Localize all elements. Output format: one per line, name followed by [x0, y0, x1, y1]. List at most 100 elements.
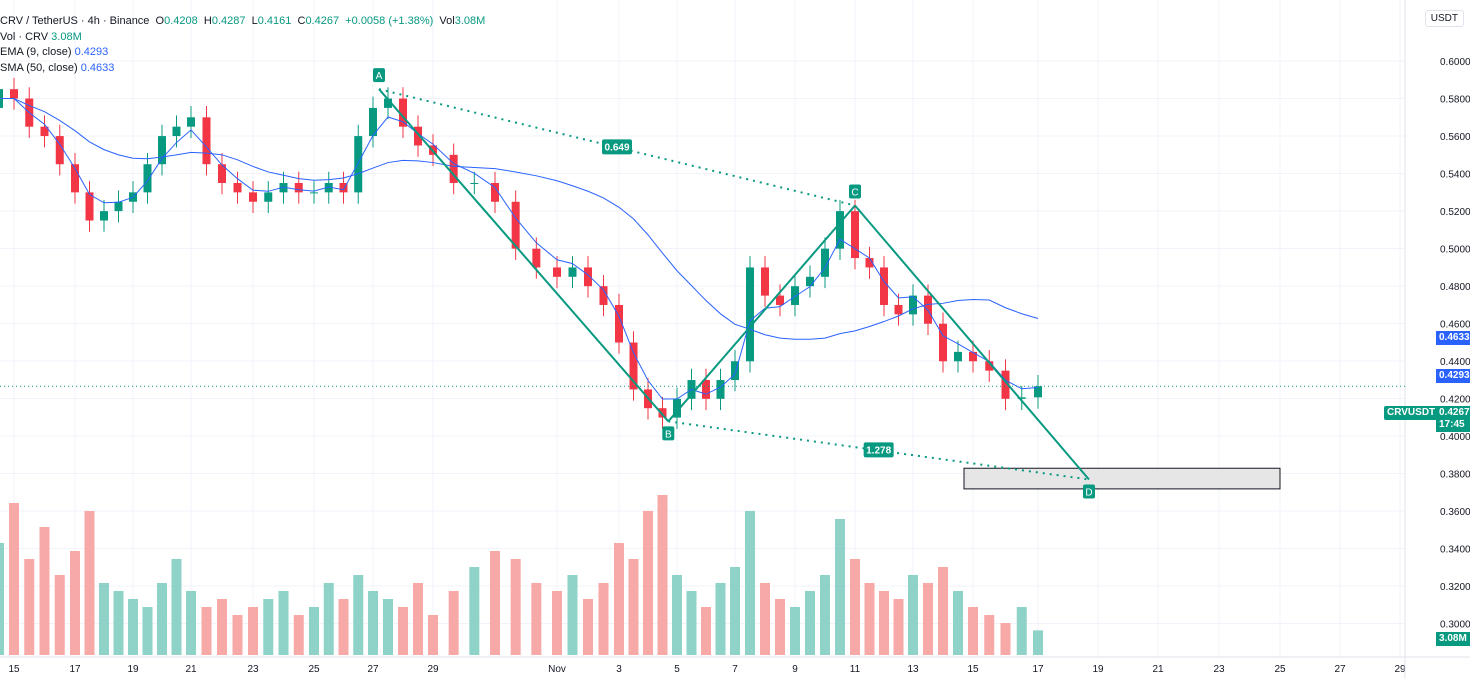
- volume-bar: [968, 607, 978, 655]
- x-tick-label: 15: [8, 664, 20, 675]
- candle-body: [1034, 386, 1042, 398]
- volume-bar: [278, 591, 289, 655]
- volume-bar: [790, 607, 800, 655]
- volume-bar: [923, 583, 933, 655]
- volume-bar: [1016, 607, 1027, 655]
- x-tick-label: 19: [127, 664, 139, 675]
- indicator-volume[interactable]: Vol · CRV 3.08M: [0, 30, 485, 46]
- volume-bar: [84, 511, 95, 655]
- volume-bar: [398, 607, 408, 655]
- candle-body: [553, 267, 561, 277]
- x-tick-label: 27: [367, 664, 379, 675]
- x-tick-label: 19: [1092, 664, 1104, 675]
- symbol-tag: CRVUSDT: [1384, 406, 1439, 420]
- interval: 4h: [87, 15, 100, 27]
- candle-body: [985, 361, 994, 371]
- volume-bar: [383, 599, 393, 655]
- last-price-tag: 0.4267 17:45: [1436, 406, 1470, 432]
- candle-body: [969, 351, 977, 362]
- pattern-point-label: A: [376, 71, 383, 82]
- sma-line: [0, 98, 1039, 340]
- volume-tag: 3.08M: [1436, 632, 1470, 646]
- candle-body: [568, 267, 577, 277]
- candle-body: [491, 182, 499, 202]
- y-tick-label: 0.5400: [1440, 170, 1470, 181]
- candle-body: [158, 136, 166, 165]
- candle-body: [880, 267, 888, 305]
- volume-bar: [820, 575, 830, 655]
- y-tick-label: 0.6000: [1440, 57, 1470, 68]
- volume-bar: [893, 599, 904, 655]
- y-tick-label: 0.5200: [1440, 207, 1470, 218]
- currency-button[interactable]: USDT: [1424, 10, 1464, 27]
- bar-countdown: 17:45: [1439, 419, 1465, 430]
- y-tick-label: 0.4600: [1440, 320, 1470, 331]
- candle-body: [10, 89, 18, 99]
- ratio-label-box: [602, 139, 632, 155]
- candle-body: [414, 126, 422, 146]
- x-tick-label: 11: [850, 664, 861, 675]
- pattern-point-label: B: [665, 429, 672, 440]
- ratio-label-box: [863, 442, 894, 458]
- volume-bar: [745, 511, 755, 655]
- y-tick-label: 0.3000: [1440, 620, 1470, 631]
- indicator-sma[interactable]: SMA (50, close) 0.4633: [0, 61, 485, 77]
- candle-body: [629, 342, 638, 390]
- pattern-point-label: C: [851, 188, 858, 199]
- x-tick-label: 27: [1334, 664, 1346, 675]
- low-value: 0.4161: [257, 15, 292, 27]
- candle-body: [114, 201, 123, 212]
- candle-body: [939, 323, 947, 362]
- volume-bar: [1033, 630, 1043, 655]
- symbol-name[interactable]: CRV / TetherUS: [0, 15, 78, 27]
- target-zone-box: [963, 467, 1281, 490]
- symbol-ohlc-row: CRV / TetherUS · 4h · Binance O0.4208 H0…: [0, 15, 486, 27]
- volume-bar: [201, 607, 212, 655]
- volume-bar: [157, 583, 167, 655]
- ratio-label: 1.278: [866, 445, 891, 456]
- volume-bar: [338, 599, 349, 655]
- x-tick-label: 29: [1394, 664, 1406, 675]
- volume-bar: [701, 607, 711, 655]
- pattern-point-box: [849, 184, 861, 199]
- volume-bar: [510, 559, 521, 655]
- open-value: 0.4208: [164, 15, 198, 27]
- volume-bar: [490, 551, 500, 655]
- candle-body: [702, 380, 710, 399]
- candle-body: [909, 295, 917, 315]
- volume-bar: [614, 543, 624, 655]
- indicator-ema[interactable]: EMA (9, close) 0.4293: [0, 45, 485, 61]
- volume-bar: [323, 583, 334, 655]
- volume-bar: [113, 591, 124, 655]
- last-price: 0.4267: [1439, 407, 1470, 418]
- volume-bar: [469, 567, 480, 655]
- candle-body: [532, 248, 541, 268]
- ratio-line-bd: [668, 420, 1090, 481]
- volume-bar: [864, 583, 875, 655]
- y-tick-label: 0.4800: [1440, 282, 1470, 293]
- candle-body: [399, 98, 407, 127]
- x-tick-label: 3: [616, 664, 622, 675]
- candle-body: [354, 136, 363, 193]
- volume-bar: [248, 607, 258, 655]
- volume-bar: [0, 543, 4, 655]
- volume-bar: [24, 559, 35, 655]
- x-tick-label: 5: [674, 664, 680, 675]
- x-tick-label: 13: [907, 664, 919, 675]
- volume-bar: [54, 575, 65, 655]
- volume-bar: [643, 511, 653, 655]
- y-tick-label: 0.5800: [1440, 95, 1470, 106]
- candle-body: [1017, 397, 1026, 399]
- candle-body: [865, 258, 874, 268]
- volume-bar: [657, 495, 668, 655]
- volume-bar: [293, 615, 304, 655]
- volume-bar: [730, 567, 740, 655]
- volume-bar: [413, 583, 423, 655]
- pattern-point-box: [373, 68, 385, 83]
- pattern-leg: [854, 204, 1090, 481]
- volume-bar: [686, 591, 697, 655]
- volume-bar: [171, 559, 182, 655]
- candle-body: [324, 182, 333, 193]
- candle-body: [202, 117, 211, 165]
